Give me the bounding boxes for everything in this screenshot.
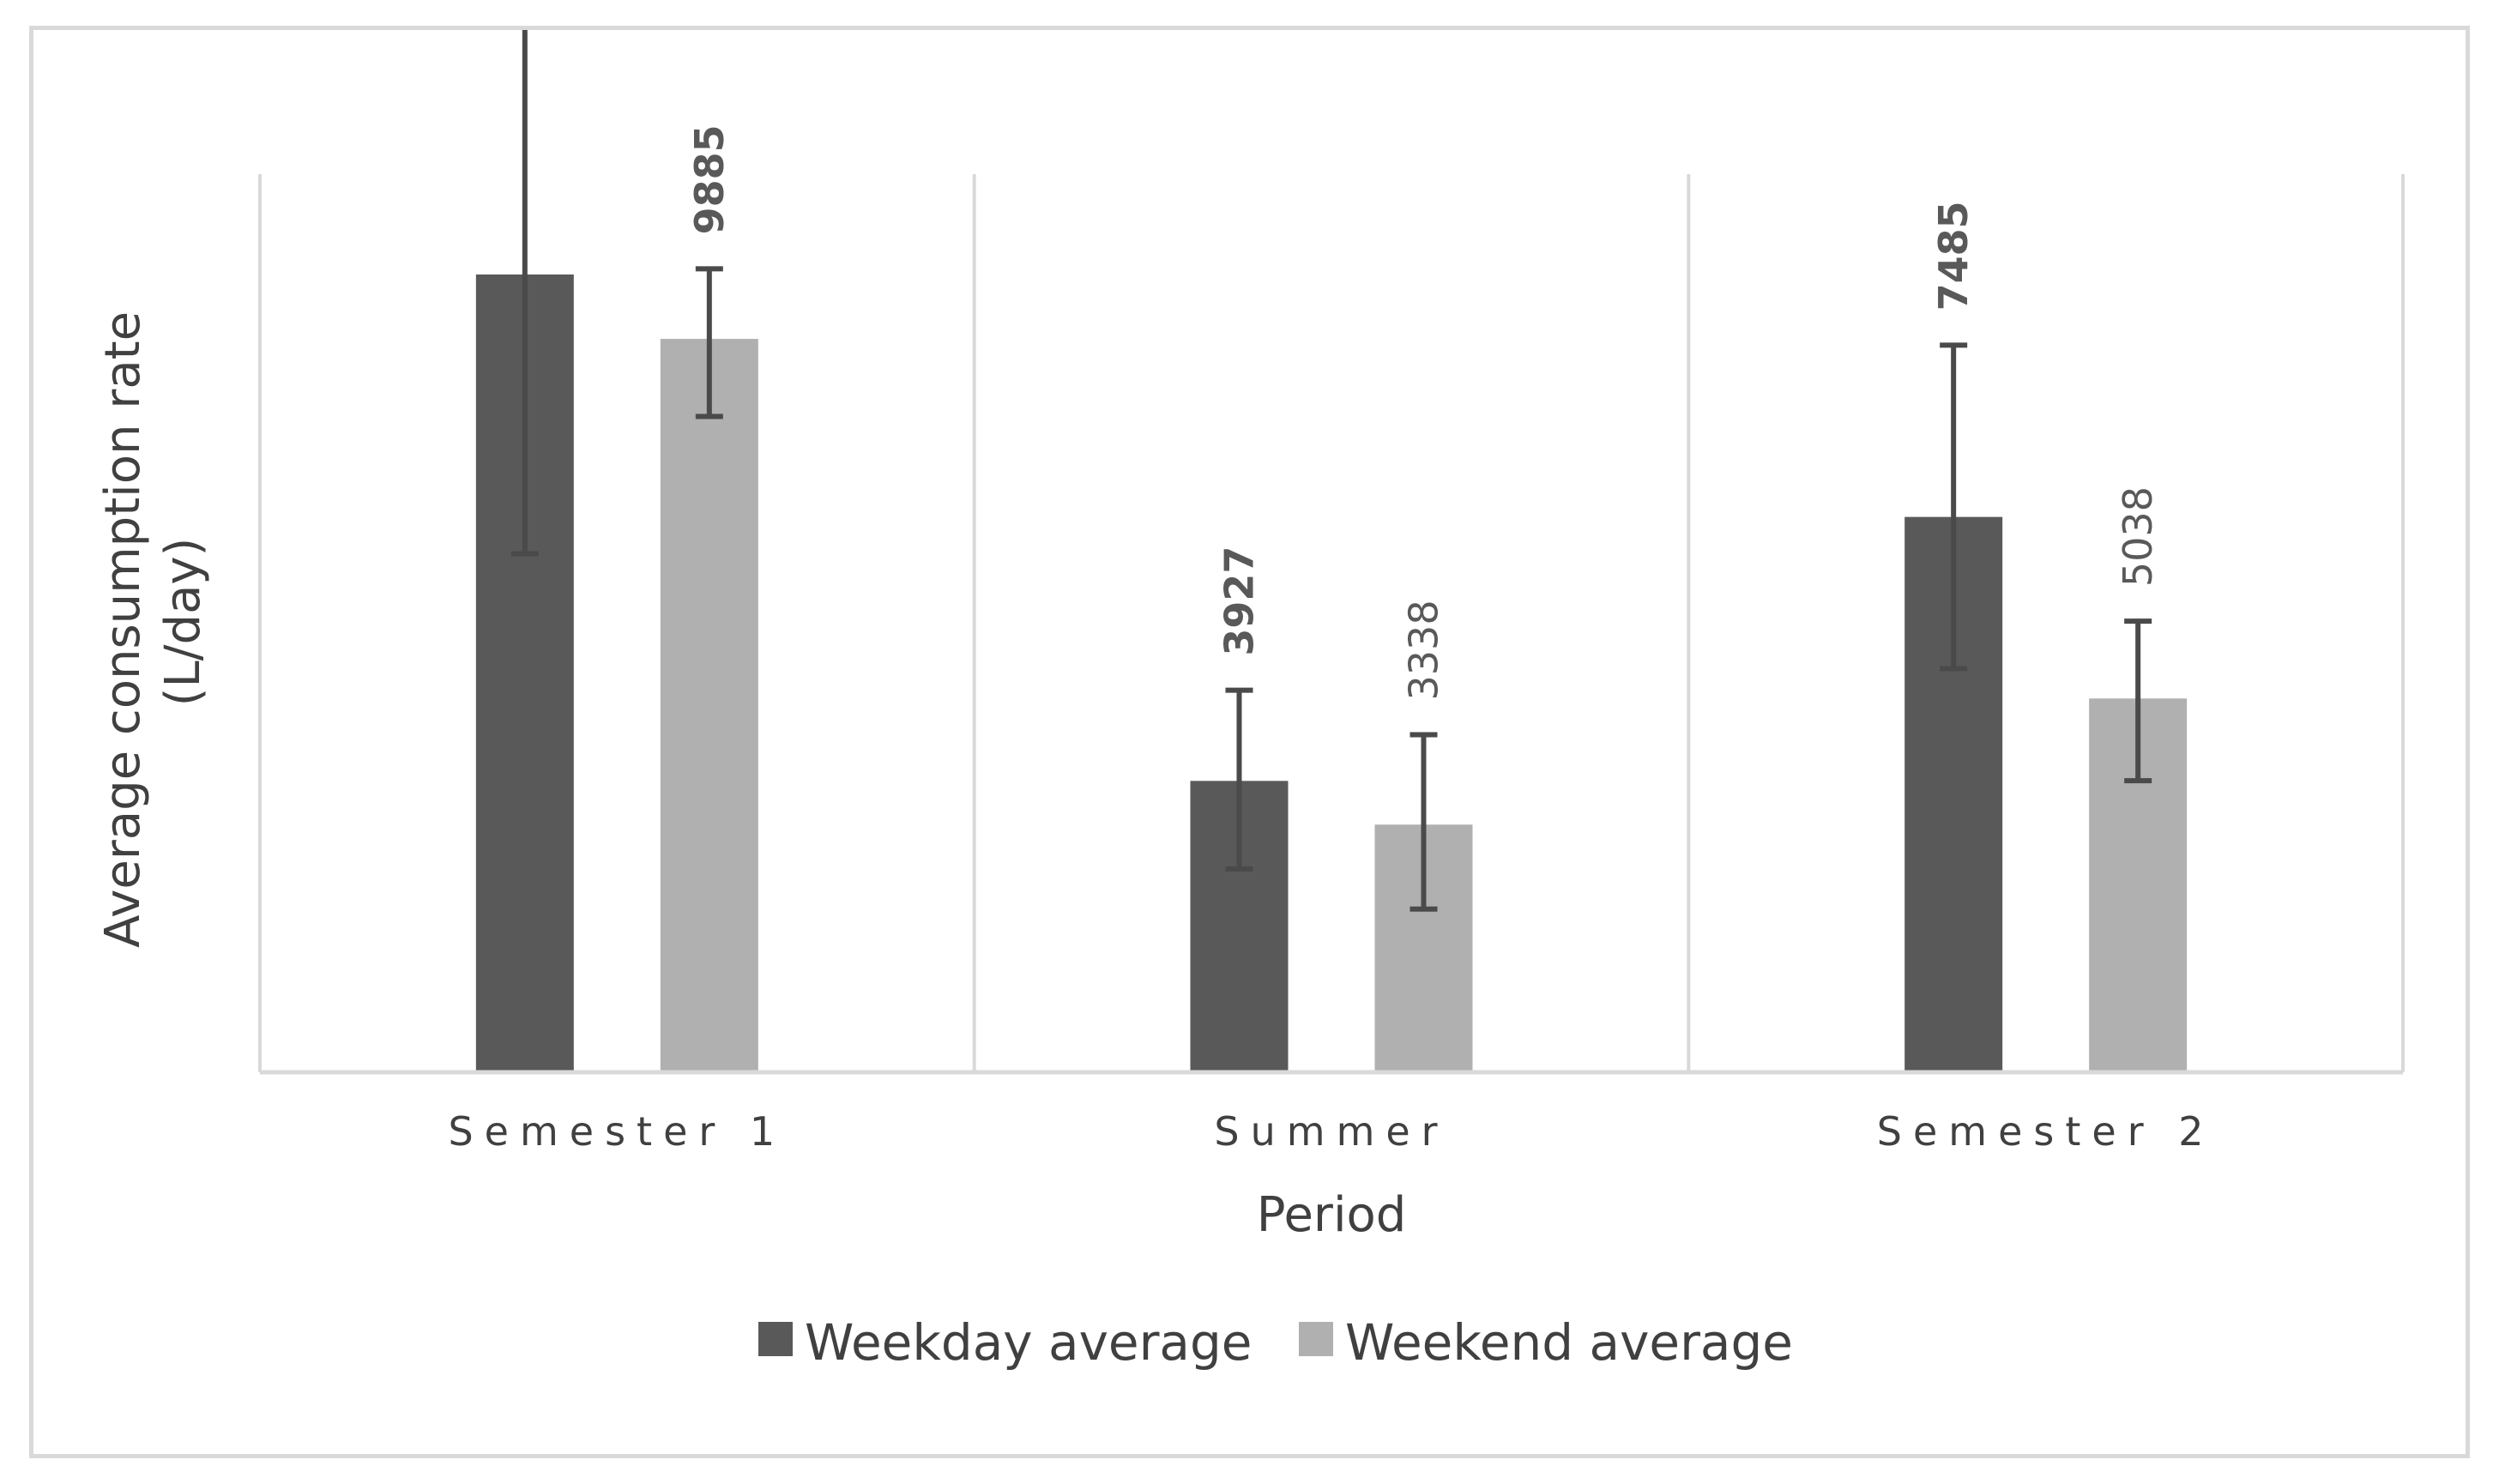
error-bar	[1225, 687, 1253, 872]
data-label: 7485	[1930, 201, 1977, 311]
legend-swatch	[1299, 1322, 1333, 1356]
y-axis-title-line2: (L/day)	[155, 538, 211, 707]
data-labels: 1075339277485988533385038	[686, 124, 2161, 700]
error-bar	[1409, 732, 1438, 912]
y-axis-title-line1: Average consumption rate	[95, 311, 151, 948]
legend-item: Weekend average	[1299, 1313, 1793, 1372]
data-label: 9885	[686, 124, 733, 234]
data-label: 3927	[1216, 546, 1263, 656]
error-bar	[2124, 618, 2152, 784]
legend-label: Weekday average	[805, 1313, 1252, 1372]
x-tick-label: Summer	[1214, 1108, 1448, 1155]
legend-label: Weekend average	[1345, 1313, 1793, 1372]
data-label: 5038	[2115, 486, 2161, 587]
error-bar	[510, 30, 539, 557]
legend-item: Weekday average	[758, 1313, 1252, 1372]
bars	[475, 274, 2188, 1072]
bar	[660, 339, 758, 1072]
category-separators	[258, 174, 2405, 1072]
x-tick-label: Semester 1	[448, 1108, 786, 1155]
error-bar	[1940, 342, 1968, 672]
data-label: 3338	[1401, 600, 1447, 700]
error-bars	[510, 30, 2152, 912]
chart-frame: 1075339277485988533385038 Semester 1Summ…	[29, 26, 2470, 1458]
x-tick-label: Semester 2	[1877, 1108, 2215, 1155]
x-axis: Semester 1 Summer Semester 2	[260, 1070, 2403, 1155]
legend: Weekday average Weekend average	[758, 1313, 1793, 1372]
y-axis-title: Average consumption rate (L/day)	[95, 296, 211, 948]
bar-chart: 1075339277485988533385038 Semester 1Summ…	[95, 30, 2405, 1372]
error-bar	[695, 266, 723, 419]
x-axis-title: Period	[1257, 1187, 1407, 1243]
legend-swatch	[758, 1322, 793, 1356]
